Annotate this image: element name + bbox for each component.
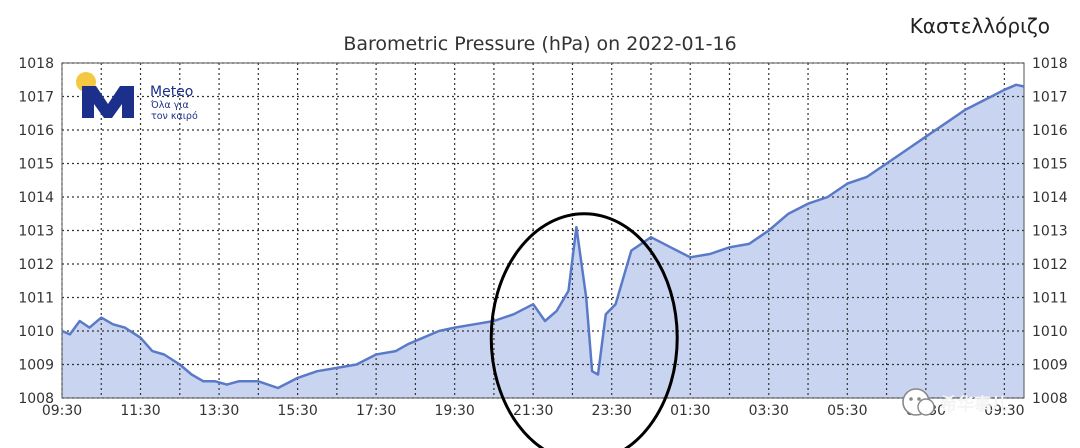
y-tick-label-left-0: 1008 — [18, 391, 54, 407]
y-tick-label-left-6: 1014 — [18, 190, 54, 206]
pressure-area-fill — [62, 84, 1024, 399]
logo-brand: Meteo — [150, 84, 193, 100]
y-tick-label-right-2: 1010 — [1032, 324, 1068, 340]
y-tick-label-right-6: 1014 — [1032, 190, 1068, 206]
y-tick-label-right-8: 1016 — [1032, 123, 1068, 139]
x-tick-label-8: 01:30 — [670, 403, 710, 419]
y-tick-label-left-2: 1010 — [18, 324, 54, 340]
x-tick-label-6: 21:30 — [513, 403, 553, 419]
y-tick-label-right-10: 1018 — [1032, 56, 1068, 72]
y-tick-label-left-1: 1009 — [18, 358, 54, 374]
x-tick-label-7: 23:30 — [592, 403, 632, 419]
logo-m-icon — [82, 86, 134, 118]
wechat-icon — [902, 388, 935, 416]
y-tick-label-left-9: 1017 — [18, 90, 54, 106]
y-tick-label-right-0: 1008 — [1032, 391, 1068, 407]
logo-tagline-2: τον καιρό — [151, 111, 198, 122]
y-tick-label-left-3: 1011 — [18, 291, 54, 307]
x-tick-label-1: 11:30 — [120, 403, 160, 419]
x-tick-label-4: 17:30 — [356, 403, 396, 419]
watermark-text: 希华事儿 — [940, 394, 1008, 415]
y-tick-label-left-5: 1013 — [18, 224, 54, 240]
location-label: Καστελλόριζο — [910, 14, 1050, 38]
y-tick-label-left-7: 1015 — [18, 157, 54, 173]
chart-title: Barometric Pressure (hPa) on 2022-01-16 — [343, 33, 736, 55]
plot-area: 1008 1008 1009 1009 1010 1010 1011 1011 1012 1012… — [18, 56, 1068, 448]
y-tick-label-right-7: 1015 — [1032, 157, 1068, 173]
x-tick-label-10: 05:30 — [827, 403, 867, 419]
logo-tagline-1: Όλα για — [150, 100, 189, 111]
x-tick-label-12: 09:30 — [984, 403, 1024, 419]
y-tick-label-left-10: 1018 — [18, 56, 54, 72]
x-tick-label-2: 13:30 — [199, 403, 239, 419]
y-tick-label-right-4: 1012 — [1032, 257, 1068, 273]
watermark: 希华事儿 — [902, 388, 1008, 416]
y-tick-label-right-5: 1013 — [1032, 224, 1068, 240]
y-tick-label-left-8: 1016 — [18, 123, 54, 139]
meteo-logo: Meteo Όλα για τον καιρό — [76, 72, 198, 122]
plot-border — [61, 62, 1025, 399]
y-tick-label-right-9: 1017 — [1032, 90, 1068, 106]
annotation-ellipse — [489, 212, 679, 448]
x-tick-label-3: 15:30 — [277, 403, 317, 419]
x-tick-label-9: 03:30 — [749, 403, 789, 419]
y-tick-label-right-1: 1009 — [1032, 358, 1068, 374]
x-tick-label-0: 09:30 — [42, 403, 82, 419]
y-tick-label-right-3: 1011 — [1032, 291, 1068, 307]
pressure-line — [61, 83, 1025, 390]
y-tick-label-left-4: 1012 — [18, 257, 54, 273]
x-tick-label-5: 19:30 — [434, 403, 474, 419]
